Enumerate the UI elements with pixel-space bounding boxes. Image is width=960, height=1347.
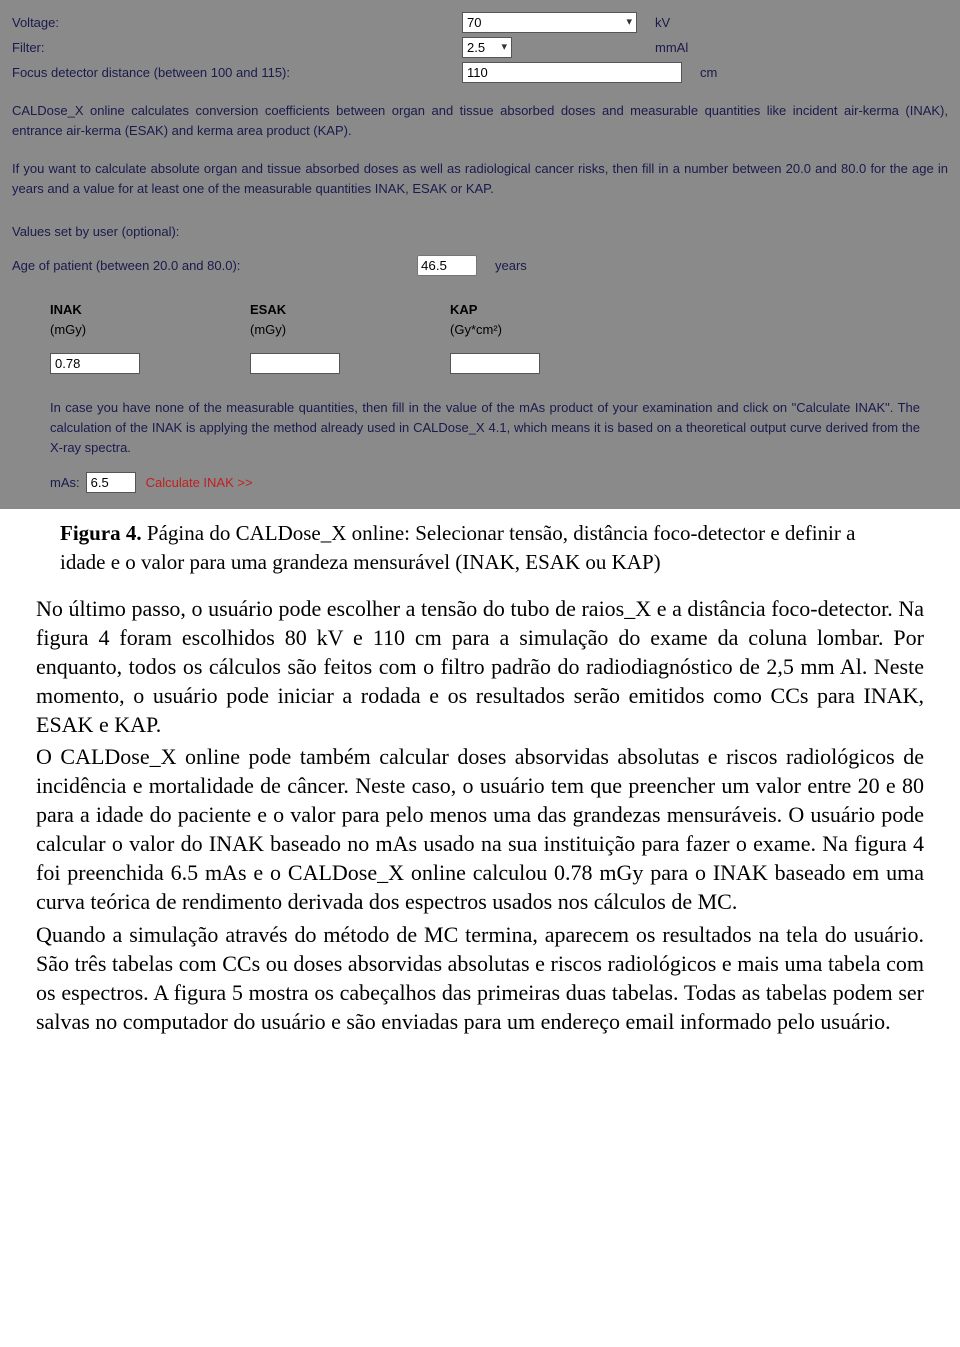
- kap-column: KAP (Gy*cm²): [450, 300, 570, 374]
- esak-input[interactable]: [250, 353, 340, 374]
- inak-column: INAK (mGy): [50, 300, 170, 374]
- age-input[interactable]: [417, 255, 477, 276]
- figure-number: Figura 4.: [60, 521, 142, 545]
- calculate-inak-link[interactable]: Calculate INAK >>: [146, 473, 253, 493]
- inak-name: INAK: [50, 300, 170, 320]
- body-paragraph-3: Quando a simulação através do método de …: [36, 920, 924, 1036]
- esak-unit: (mGy): [250, 320, 370, 340]
- filter-select[interactable]: 2.5: [462, 37, 512, 58]
- mas-label: mAs:: [50, 473, 80, 493]
- voltage-label: Voltage:: [12, 13, 462, 33]
- voltage-row: Voltage: 70 kV: [12, 12, 948, 33]
- voltage-select[interactable]: 70: [462, 12, 637, 33]
- mas-note: In case you have none of the measurable …: [50, 398, 920, 458]
- age-unit: years: [495, 256, 527, 276]
- info-para-1: CALDose_X online calculates conversion c…: [12, 101, 948, 141]
- fdd-unit: cm: [700, 63, 717, 83]
- filter-row: Filter: 2.5 mmAl: [12, 37, 948, 58]
- figure-caption: Figura 4. Página do CALDose_X online: Se…: [60, 519, 900, 576]
- fdd-label: Focus detector distance (between 100 and…: [12, 63, 462, 83]
- age-row: Age of patient (between 20.0 and 80.0): …: [12, 255, 948, 276]
- kap-unit: (Gy*cm²): [450, 320, 570, 340]
- fdd-input[interactable]: [462, 62, 682, 83]
- quantities-row: INAK (mGy) ESAK (mGy) KAP (Gy*cm²): [50, 300, 948, 374]
- body-paragraph-2: O CALDose_X online pode também calcular …: [36, 742, 924, 916]
- body-paragraph-1: No último passo, o usuário pode escolher…: [36, 594, 924, 739]
- inak-unit: (mGy): [50, 320, 170, 340]
- mas-input[interactable]: [86, 472, 136, 493]
- mas-row: mAs: Calculate INAK >>: [50, 472, 948, 493]
- filter-unit: mmAl: [655, 38, 688, 58]
- age-label: Age of patient (between 20.0 and 80.0):: [12, 256, 417, 276]
- inak-input[interactable]: [50, 353, 140, 374]
- esak-name: ESAK: [250, 300, 370, 320]
- voltage-unit: kV: [655, 13, 670, 33]
- optional-section-label: Values set by user (optional):: [12, 222, 948, 242]
- kap-name: KAP: [450, 300, 570, 320]
- figure-caption-text: Página do CALDose_X online: Selecionar t…: [60, 521, 855, 573]
- esak-column: ESAK (mGy): [250, 300, 370, 374]
- fdd-row: Focus detector distance (between 100 and…: [12, 62, 948, 83]
- filter-label: Filter:: [12, 38, 462, 58]
- info-para-2: If you want to calculate absolute organ …: [12, 159, 948, 199]
- body-text: No último passo, o usuário pode escolher…: [36, 594, 924, 1035]
- caldose-form-panel: Voltage: 70 kV Filter: 2.5 mmAl Focus de…: [0, 0, 960, 509]
- kap-input[interactable]: [450, 353, 540, 374]
